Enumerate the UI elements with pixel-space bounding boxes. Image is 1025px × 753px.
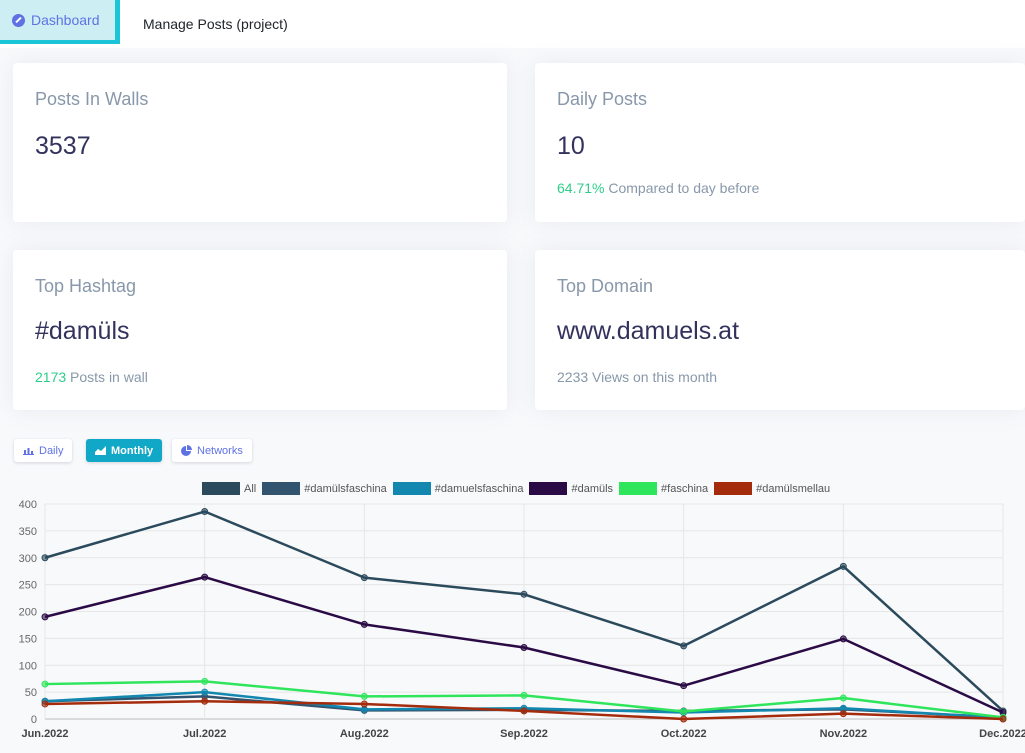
compass-icon <box>12 13 25 27</box>
legend-item-faschina[interactable]: #faschina <box>619 482 708 495</box>
card-top-domain: Top Domain www.damuels.at 2233 Views on … <box>535 250 1025 410</box>
y-tick-label: 400 <box>19 499 37 511</box>
data-point <box>680 642 688 650</box>
change-percent: 64.71% <box>557 180 605 196</box>
y-tick-label: 200 <box>19 607 37 619</box>
y-tick-label: 300 <box>19 553 37 565</box>
legend-label: #faschina <box>661 482 709 495</box>
data-point <box>201 677 209 685</box>
data-point <box>680 707 688 715</box>
legend-item-damuls[interactable]: #damüls <box>529 482 613 495</box>
card-posts-in-walls: Posts In Walls 3537 <box>13 63 507 222</box>
data-point <box>360 574 368 582</box>
data-point <box>520 644 528 652</box>
legend-swatch <box>262 482 301 495</box>
card-title: Daily Posts <box>557 89 648 109</box>
data-point <box>680 715 688 723</box>
x-tick-label: Sep.2022 <box>500 728 548 740</box>
data-point <box>520 707 528 715</box>
card-value: www.damuels.at <box>557 317 740 345</box>
legend-item-all[interactable]: All <box>202 482 256 495</box>
data-point <box>680 682 688 690</box>
data-point <box>41 700 49 708</box>
tab-dashboard[interactable]: Dashboard <box>0 0 120 44</box>
data-point <box>520 590 528 598</box>
x-tick-label: Dec.2022 <box>979 728 1025 740</box>
x-tick-label: Nov.2022 <box>820 728 868 740</box>
legend-swatch <box>392 482 431 495</box>
data-point <box>201 697 209 705</box>
card-title: Posts In Walls <box>35 89 149 109</box>
x-tick-label: Oct.2022 <box>661 728 707 740</box>
y-tick-label: 350 <box>19 526 37 538</box>
legend-label: #damüls <box>571 482 614 495</box>
chart-legend: All #damülsfaschina #damuelsfaschina #da… <box>202 482 830 495</box>
card-top-hashtag: Top Hashtag #damüls 2173 Posts in wall <box>13 250 507 410</box>
legend-item-damuelsfaschina[interactable]: #damuelsfaschina <box>392 482 524 495</box>
data-point <box>839 710 847 718</box>
y-tick-label: 250 <box>19 580 37 592</box>
legend-label: #damülsmellau <box>756 482 831 495</box>
networks-button[interactable]: Networks <box>172 439 252 462</box>
y-tick-label: 150 <box>19 633 37 645</box>
daily-button[interactable]: Daily <box>14 439 73 462</box>
card-value: 10 <box>557 132 585 160</box>
post-count: 2173 <box>35 369 67 385</box>
data-point <box>41 554 49 562</box>
legend-swatch <box>202 482 240 495</box>
post-count-label: Posts in wall <box>70 369 148 385</box>
data-point <box>839 694 847 702</box>
card-footer: 64.71% Compared to day before <box>557 180 759 196</box>
x-tick-label: Jul.2022 <box>183 728 226 740</box>
networks-button-label: Networks <box>197 444 243 457</box>
card-footer: 2173 Posts in wall <box>35 369 148 385</box>
card-title: Top Hashtag <box>35 276 137 296</box>
card-value: #damüls <box>35 317 130 345</box>
change-label: Compared to day before <box>608 180 760 196</box>
daily-button-label: Daily <box>39 444 64 457</box>
legend-item-damulsfaschina[interactable]: #damülsfaschina <box>262 482 387 495</box>
monthly-button[interactable]: Monthly <box>86 439 163 462</box>
x-tick-label: Jun.2022 <box>21 728 68 740</box>
data-point <box>839 562 847 570</box>
data-point <box>201 573 209 581</box>
data-point <box>839 635 847 643</box>
legend-swatch <box>619 482 658 495</box>
card-title: Top Domain <box>557 276 654 296</box>
tab-manage-posts[interactable]: Manage Posts (project) <box>143 16 288 32</box>
x-tick-label: Aug.2022 <box>340 728 389 740</box>
top-navigation: Dashboard Manage Posts (project) <box>0 0 1025 48</box>
card-value: 3537 <box>35 132 91 160</box>
card-footer: 2233 Views on this month <box>557 369 718 385</box>
y-tick-label: 100 <box>19 660 37 672</box>
y-tick-label: 0 <box>31 714 37 726</box>
area-chart-icon <box>95 446 106 455</box>
data-point <box>201 688 209 696</box>
y-tick-label: 50 <box>25 687 37 699</box>
card-daily-posts: Daily Posts 10 64.71% Compared to day be… <box>535 63 1025 222</box>
tab-dashboard-label: Dashboard <box>31 12 100 28</box>
legend-swatch <box>714 482 753 495</box>
legend-swatch <box>529 482 568 495</box>
legend-label: #damuelsfaschina <box>434 482 524 495</box>
data-point <box>520 691 528 699</box>
data-point <box>999 715 1007 723</box>
monthly-line-chart: 0 50 100 150 200 250 300 350 400 Jun.2022 Jul.2022… <box>19 499 1025 740</box>
legend-label: All <box>244 482 257 495</box>
legend-item-damulsmellau[interactable]: #damülsmellau <box>714 482 830 495</box>
data-point <box>360 620 368 628</box>
data-point <box>360 700 368 708</box>
legend-label: #damülsfaschina <box>304 482 387 495</box>
data-point <box>41 613 49 621</box>
data-point <box>41 680 49 688</box>
data-point <box>360 692 368 700</box>
data-point <box>201 508 209 516</box>
pie-chart-icon <box>181 445 192 456</box>
bar-chart-icon <box>23 448 34 455</box>
monthly-button-label: Monthly <box>111 444 154 457</box>
